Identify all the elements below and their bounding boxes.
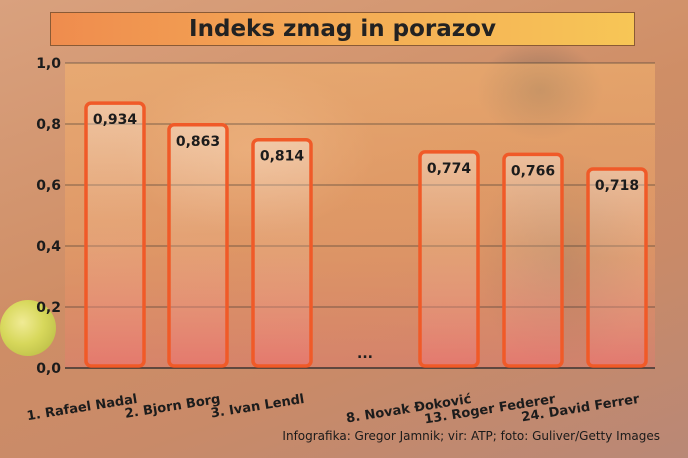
bar-value-label: 0,718 <box>595 178 639 194</box>
bar-value-label: 0,766 <box>511 163 555 179</box>
category-label: 1. Rafael Nadal <box>26 392 139 424</box>
category-label: 3. Ivan Lendl <box>210 392 306 422</box>
title-banner: Indeks zmag in porazov <box>50 12 635 46</box>
y-tick-label: 0,0 <box>36 361 61 377</box>
bar <box>251 137 313 368</box>
y-tick-label: 0,6 <box>36 178 61 194</box>
y-tick-label: 0,2 <box>36 300 61 316</box>
tennis-ball-icon <box>0 300 56 356</box>
bar <box>586 167 648 368</box>
bar-value-label: 0,934 <box>93 112 138 128</box>
y-tick-label: 1,0 <box>36 56 61 72</box>
bar <box>418 150 480 368</box>
category-label: 2. Bjorn Borg <box>124 392 222 422</box>
bar-value-label: 0,774 <box>427 161 472 177</box>
bar <box>167 123 229 368</box>
bar <box>502 152 564 368</box>
bar <box>84 101 146 368</box>
y-tick-label: 0,8 <box>36 117 61 133</box>
gap-ellipsis: ... <box>357 346 373 362</box>
y-tick-label: 0,4 <box>36 239 61 255</box>
bar-value-label: 0,814 <box>260 149 305 165</box>
chart-title: Indeks zmag in porazov <box>189 16 496 42</box>
bar-value-label: 0,863 <box>176 134 220 150</box>
credit-line: Infografika: Gregor Jamnik; vir: ATP; fo… <box>282 429 660 443</box>
